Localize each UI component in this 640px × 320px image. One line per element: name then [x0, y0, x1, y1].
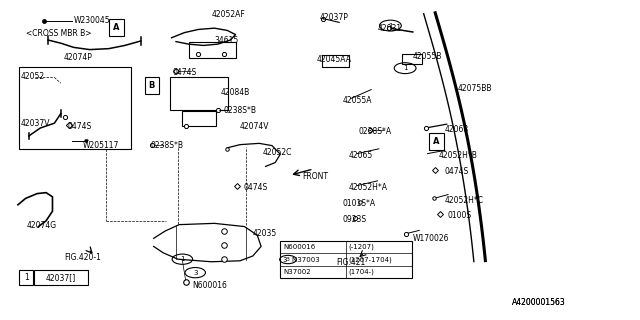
- Text: 42055B: 42055B: [413, 52, 442, 60]
- Bar: [189, 42, 236, 58]
- Text: 42068: 42068: [445, 125, 469, 134]
- Text: 42065: 42065: [349, 151, 373, 160]
- Text: <CROSS MBR B>: <CROSS MBR B>: [26, 29, 91, 38]
- Text: 0238S*B: 0238S*B: [150, 141, 184, 150]
- Text: (1704-): (1704-): [349, 269, 374, 275]
- Text: 0474S: 0474S: [445, 167, 469, 176]
- Text: 1: 1: [180, 256, 185, 262]
- Text: FIG.421: FIG.421: [336, 258, 365, 267]
- Bar: [402, 54, 422, 64]
- Text: N600016: N600016: [283, 244, 315, 250]
- Text: 42075BB: 42075BB: [458, 84, 492, 92]
- Bar: [109, 19, 124, 36]
- Text: 42084B: 42084B: [221, 88, 250, 97]
- Text: 42035: 42035: [253, 229, 277, 238]
- Text: 1: 1: [24, 273, 29, 282]
- Text: 42037V: 42037V: [20, 119, 50, 128]
- Text: 0474S: 0474S: [243, 183, 268, 192]
- Text: 0238S*A: 0238S*A: [358, 127, 392, 136]
- Text: 42052: 42052: [20, 72, 45, 81]
- Text: 42031: 42031: [378, 24, 402, 33]
- Bar: [19, 67, 131, 149]
- Text: 34615: 34615: [214, 36, 239, 44]
- Text: FRONT: FRONT: [303, 172, 329, 181]
- Text: 1: 1: [403, 65, 408, 71]
- Text: 42037P: 42037P: [320, 13, 349, 22]
- Text: A4200001563: A4200001563: [512, 298, 566, 307]
- Text: 42074P: 42074P: [64, 53, 93, 62]
- Text: FIG.420-1: FIG.420-1: [64, 253, 101, 262]
- Text: A: A: [433, 137, 440, 146]
- Text: (-1207): (-1207): [349, 244, 374, 250]
- Text: 42052H*A: 42052H*A: [349, 183, 388, 192]
- Text: 0923S: 0923S: [342, 215, 367, 224]
- Text: 42052C: 42052C: [262, 148, 292, 156]
- Bar: [145, 77, 159, 94]
- Text: 0474S: 0474S: [67, 122, 92, 131]
- Text: N600016: N600016: [192, 281, 227, 290]
- Bar: [170, 77, 228, 110]
- Text: 42055A: 42055A: [342, 96, 372, 105]
- Text: 42045AA: 42045AA: [317, 55, 352, 64]
- Text: 0100S: 0100S: [448, 212, 472, 220]
- Text: 3: 3: [286, 257, 290, 262]
- Text: 42037[]: 42037[]: [45, 273, 76, 282]
- Bar: [19, 270, 33, 285]
- Text: 42052AF: 42052AF: [211, 10, 245, 19]
- Text: (1207-1704): (1207-1704): [349, 256, 392, 263]
- Text: 3: 3: [193, 270, 198, 276]
- Text: A4200001563: A4200001563: [512, 298, 566, 307]
- Text: 42052H*B: 42052H*B: [438, 151, 477, 160]
- Text: W205117: W205117: [83, 141, 120, 150]
- Text: 0474S: 0474S: [173, 68, 197, 76]
- Bar: [34, 270, 88, 285]
- Text: 42052H*C: 42052H*C: [445, 196, 484, 204]
- Text: B: B: [148, 81, 155, 90]
- Bar: [322, 55, 349, 67]
- Text: W170026: W170026: [413, 234, 449, 243]
- Text: A: A: [113, 23, 120, 32]
- Text: W230045: W230045: [74, 16, 110, 25]
- Bar: [280, 241, 412, 278]
- Bar: [429, 133, 444, 150]
- Text: 3  N37003: 3 N37003: [283, 257, 319, 262]
- Text: 1: 1: [388, 23, 393, 28]
- Bar: [182, 111, 216, 126]
- Text: N37002: N37002: [283, 269, 310, 275]
- Text: 0101S*A: 0101S*A: [342, 199, 376, 208]
- Text: 42074G: 42074G: [27, 221, 57, 230]
- Text: 42074V: 42074V: [240, 122, 269, 131]
- Text: 0238S*B: 0238S*B: [224, 106, 257, 115]
